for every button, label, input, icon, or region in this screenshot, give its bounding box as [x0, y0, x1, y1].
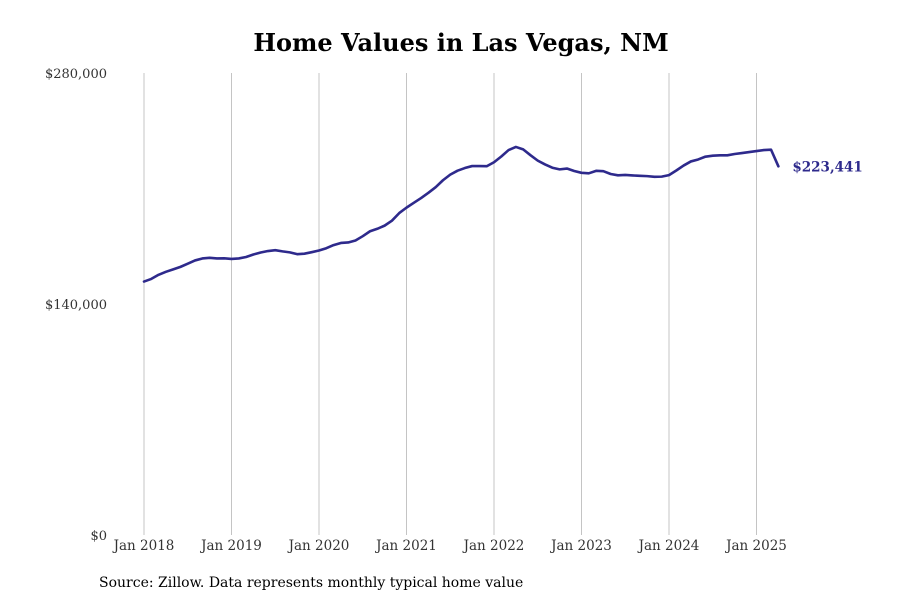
- grid-lines: [143, 73, 757, 535]
- source-note: Source: Zillow. Data represents monthly …: [99, 575, 523, 591]
- x-tick-label: Jan 2019: [199, 538, 262, 554]
- x-tick-label: Jan 2022: [462, 538, 525, 554]
- x-tick-label: Jan 2024: [637, 538, 700, 554]
- x-axis-ticks: Jan 2018 Jan 2019 Jan 2020 Jan 2021 Jan 2022…: [112, 538, 787, 554]
- y-tick-label: $0: [90, 529, 107, 544]
- y-tick-label: $140,000: [45, 298, 107, 313]
- x-tick-label: Jan 2021: [374, 538, 437, 554]
- series-line: [142, 145, 780, 283]
- x-tick-label: Jan 2020: [287, 538, 350, 554]
- x-tick-label: Jan 2025: [724, 538, 787, 554]
- x-tick-label: Jan 2018: [112, 538, 175, 554]
- y-axis-ticks: $0 $140,000 $280,000: [45, 67, 107, 544]
- x-tick-label: Jan 2023: [549, 538, 612, 554]
- y-tick-label: $280,000: [45, 67, 107, 82]
- chart-title: Home Values in Las Vegas, NM: [253, 28, 668, 57]
- end-value-label: $223,441: [792, 159, 862, 175]
